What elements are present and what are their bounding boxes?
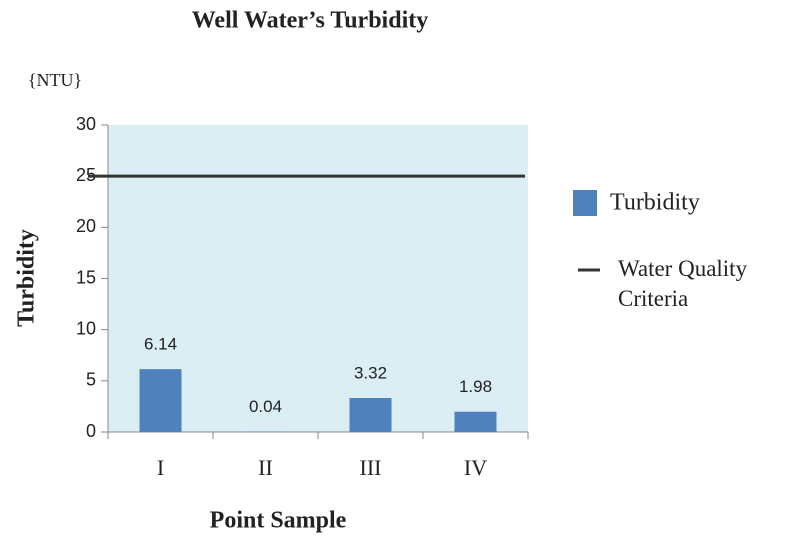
y-tick-label: 30 (76, 114, 96, 134)
x-axis-label: Point Sample (210, 508, 347, 534)
y-tick-label: 25 (76, 165, 96, 185)
legend-swatch (573, 190, 597, 216)
value-label: 1.98 (459, 377, 492, 396)
chart-title: Well Water’s Turbidity (192, 8, 428, 34)
y-tick-label: 15 (76, 267, 96, 287)
bar (139, 369, 182, 432)
legend-label: Turbidity (610, 190, 700, 216)
y-tick-label: 5 (86, 370, 96, 390)
value-label: 3.32 (354, 364, 387, 383)
bar (454, 411, 497, 432)
y-tick-label: 10 (76, 318, 96, 338)
y-axis-label: Turbidity (14, 229, 40, 327)
x-tick-label: III (360, 455, 382, 480)
legend-label: Water Quality Criteria (618, 256, 748, 311)
y-tick-label: 0 (86, 421, 96, 441)
value-label: 6.14 (144, 335, 177, 354)
y-tick-label: 20 (76, 216, 96, 236)
unit-label: {NTU} (28, 70, 82, 90)
bar (349, 398, 392, 432)
x-tick-label: II (258, 455, 273, 480)
x-tick-label: I (157, 455, 164, 480)
value-label: 0.04 (249, 397, 282, 416)
x-tick-label: IV (464, 455, 487, 480)
legend-text-box: Water Quality Criteria (618, 256, 748, 311)
